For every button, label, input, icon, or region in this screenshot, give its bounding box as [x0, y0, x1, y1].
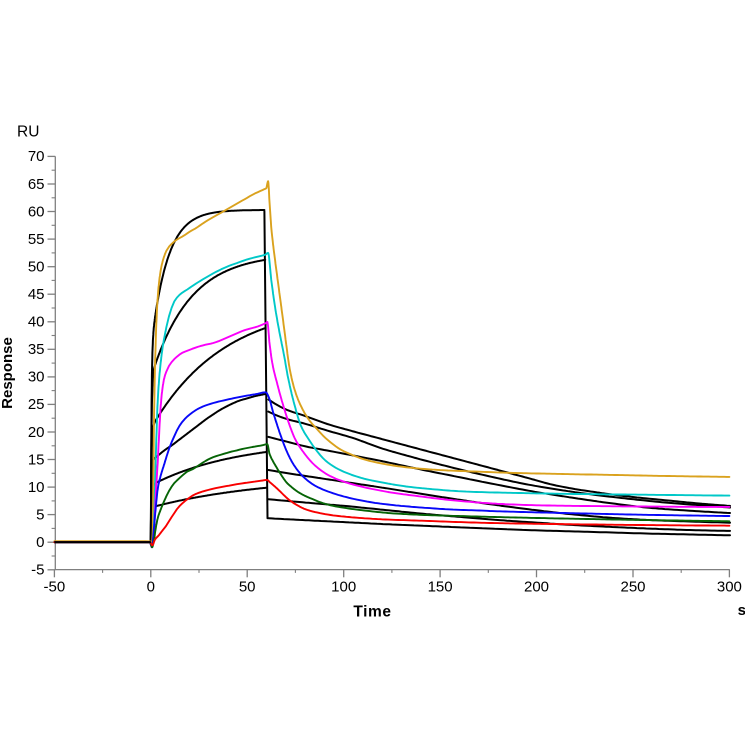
svg-text:0: 0: [147, 579, 155, 596]
svg-text:65: 65: [28, 176, 45, 193]
svg-text:15: 15: [28, 451, 45, 468]
svg-text:-50: -50: [44, 579, 66, 596]
svg-text:300: 300: [717, 579, 742, 596]
svg-text:Time: Time: [353, 604, 391, 621]
svg-text:0: 0: [36, 534, 44, 551]
svg-text:20: 20: [28, 424, 45, 441]
svg-text:200: 200: [524, 579, 549, 596]
svg-text:40: 40: [28, 314, 45, 331]
svg-text:50: 50: [239, 579, 256, 596]
svg-text:45: 45: [28, 286, 45, 303]
svg-text:100: 100: [331, 579, 356, 596]
svg-text:5: 5: [36, 506, 44, 523]
svg-text:50: 50: [28, 259, 45, 276]
svg-text:RU: RU: [17, 124, 39, 141]
svg-text:150: 150: [428, 579, 453, 596]
svg-text:-5: -5: [31, 562, 44, 579]
svg-text:55: 55: [28, 231, 45, 248]
svg-text:Response: Response: [0, 337, 16, 409]
svg-text:25: 25: [28, 396, 45, 413]
svg-text:70: 70: [28, 148, 45, 165]
svg-text:35: 35: [28, 341, 45, 358]
svg-text:250: 250: [620, 579, 645, 596]
svg-text:60: 60: [28, 203, 45, 220]
svg-text:30: 30: [28, 369, 45, 386]
svg-text:s: s: [738, 602, 745, 619]
svg-text:10: 10: [28, 479, 45, 496]
